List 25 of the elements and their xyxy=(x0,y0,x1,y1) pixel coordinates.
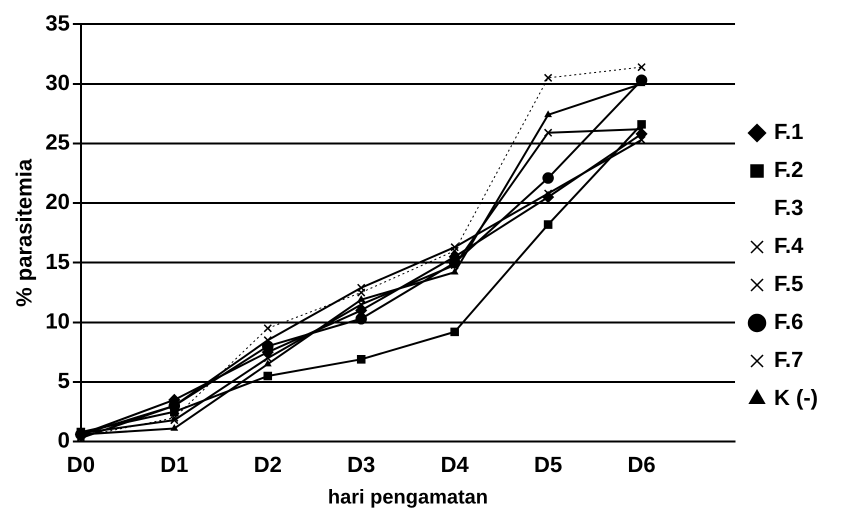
x-tick-label: D6 xyxy=(628,452,656,477)
legend-label: F.5 xyxy=(774,271,804,296)
y-axis-title: % parasitemia xyxy=(11,158,36,307)
y-tick-label: 20 xyxy=(45,189,70,214)
x-axis-title: hari pengamatan xyxy=(328,486,488,509)
y-tick-label: 15 xyxy=(45,248,70,274)
legend-label: F.4 xyxy=(774,233,804,258)
x-tick-label: D4 xyxy=(440,452,470,477)
y-tick-label: 0 xyxy=(58,428,70,453)
y-tick-label: 10 xyxy=(45,308,70,334)
y-tick-label: 30 xyxy=(45,70,70,95)
legend-label: F.7 xyxy=(774,347,804,372)
x-tick-label: D0 xyxy=(66,452,95,477)
legend-label: F.2 xyxy=(774,157,804,182)
x-tick-label: D3 xyxy=(347,452,376,477)
x-tick-label: D1 xyxy=(160,452,188,477)
y-tick-label: 25 xyxy=(45,130,70,155)
text: F.3 xyxy=(774,195,804,220)
x-tick-label: D2 xyxy=(254,452,282,477)
legend-label: F.1 xyxy=(774,119,804,144)
y-tick-label: 35 xyxy=(45,10,70,36)
y-tick-label: 5 xyxy=(58,368,70,394)
x-tick-label: D5 xyxy=(534,452,562,477)
legend-label: K (-) xyxy=(774,385,818,410)
legend-label: F.6 xyxy=(774,309,804,334)
